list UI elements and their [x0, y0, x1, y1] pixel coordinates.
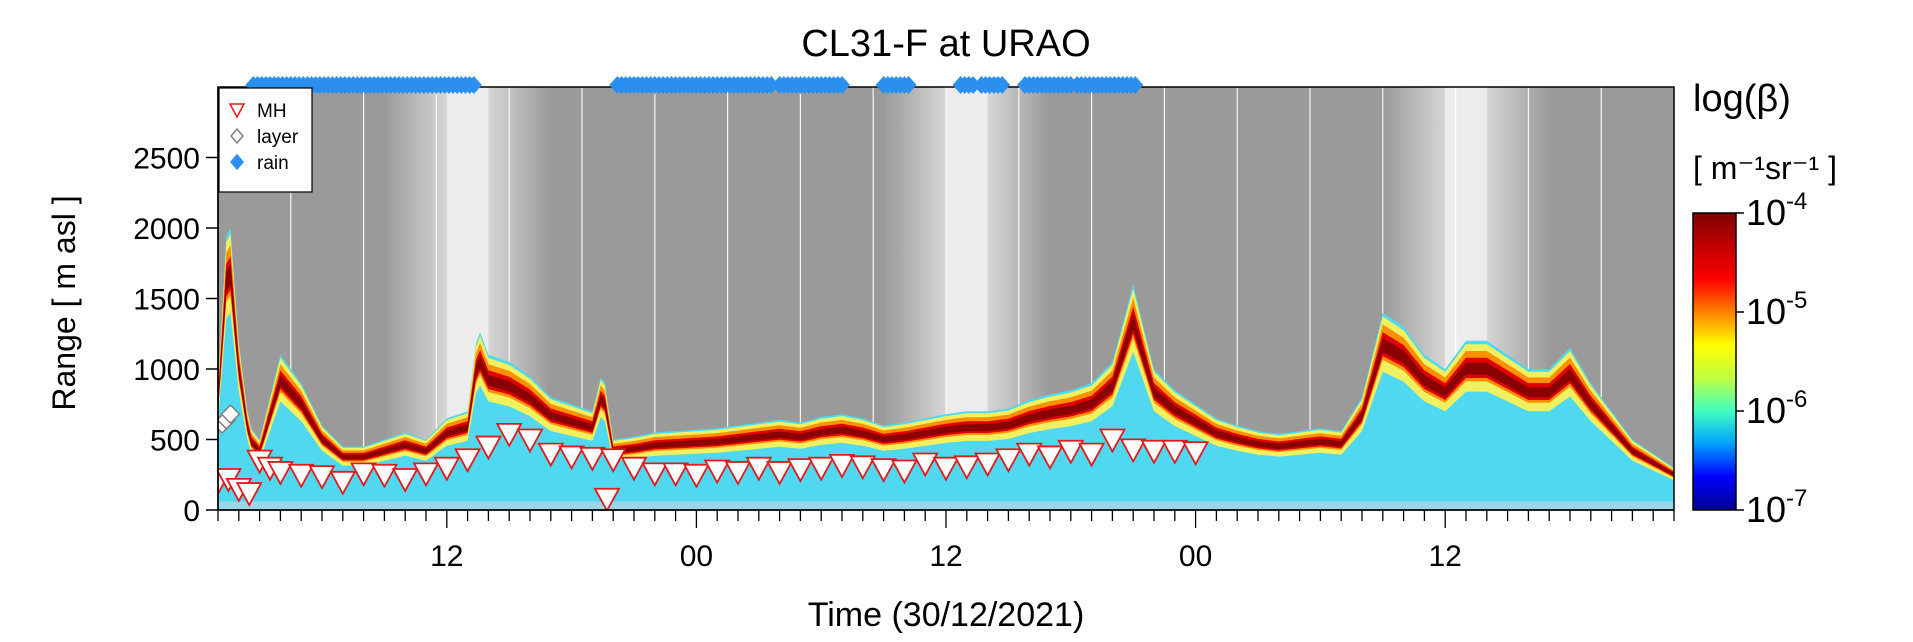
layer-markers: [218, 404, 241, 435]
mh-point: [412, 462, 440, 488]
colorbar-scale: [1692, 212, 1737, 511]
mh-point: [287, 463, 315, 489]
x-tick-label: 00: [1179, 540, 1212, 573]
mh-point: [433, 456, 461, 482]
mh-point: [974, 452, 1002, 478]
mh-point: [474, 435, 502, 461]
mh-point: [807, 456, 835, 482]
colorbar: log(β) [ m⁻¹sr⁻¹ ] 10-4 10-5 10-6 10-7: [1692, 78, 1837, 530]
mh-point: [849, 455, 877, 481]
mh-point: [1119, 438, 1147, 464]
mh-point: [391, 468, 419, 493]
mh-point: [1140, 439, 1168, 465]
mh-point: [558, 445, 586, 471]
mh-point: [682, 463, 710, 489]
mh-point: [495, 422, 523, 448]
mh-point: [1182, 441, 1210, 467]
rain-point: [1127, 76, 1144, 94]
mh-point: [1036, 445, 1064, 471]
mh-point: [724, 461, 752, 486]
rain-point: [994, 76, 1011, 94]
mh-point: [828, 453, 856, 479]
surface-layer: [218, 501, 1674, 510]
colorbar-title: log(β): [1693, 78, 1791, 120]
x-axis: 12 00 12 00 12: [217, 509, 1675, 573]
mixing-height-markers: [218, 422, 1210, 510]
mh-point: [953, 455, 981, 481]
mh-point: [620, 456, 648, 482]
x-tick-label: 12: [929, 540, 962, 573]
mh-point: [266, 461, 294, 486]
mh-point: [786, 458, 814, 483]
mh-point: [870, 458, 898, 483]
rain-point: [900, 76, 917, 94]
colorbar-tick-label: 10-5: [1746, 287, 1807, 332]
mh-point: [350, 462, 378, 488]
mh-point: [703, 459, 731, 485]
colorbar-tick-label: 10-4: [1746, 188, 1807, 233]
y-tick-label: 1500: [133, 284, 200, 317]
legend-marker-MH: [228, 103, 246, 119]
colorbar-unit: [ m⁻¹sr⁻¹ ]: [1693, 150, 1837, 186]
mh-point: [890, 459, 918, 485]
mh-point: [329, 470, 357, 496]
x-tick-label: 00: [680, 540, 713, 573]
chart-title: CL31-F at URAO: [801, 23, 1090, 65]
mh-point: [766, 461, 794, 486]
y-tick-label: 0: [183, 495, 200, 528]
colorbar-tick-label: 10-6: [1746, 386, 1807, 431]
mh-point: [911, 452, 939, 478]
plot-area: [218, 87, 1674, 510]
y-tick-label: 500: [150, 425, 200, 458]
mh-point: [537, 442, 565, 468]
rain-point: [965, 76, 982, 94]
mh-point: [308, 465, 336, 491]
y-tick-label: 1000: [133, 354, 200, 387]
mh-point: [662, 462, 690, 488]
x-tick-label: 12: [1429, 540, 1462, 573]
x-tick-label: 12: [430, 540, 463, 573]
mh-point: [745, 456, 773, 482]
rain-point: [465, 76, 482, 94]
mh-point: [994, 448, 1022, 474]
backscatter-field: [218, 228, 1674, 510]
legend-label-rain: rain: [257, 153, 289, 174]
mh-point: [516, 428, 544, 454]
legend-marker-rain: [230, 153, 244, 171]
mh-point: [599, 448, 627, 474]
x-axis-label: Time (30/12/2021): [808, 596, 1085, 634]
mh-point: [1078, 442, 1106, 468]
mh-point: [593, 487, 621, 510]
rain-point: [834, 76, 850, 94]
mh-point: [1015, 442, 1043, 468]
mh-point: [932, 456, 960, 482]
mh-point: [1057, 439, 1085, 465]
mh-point: [454, 448, 482, 474]
y-axis-label: Range [ m asl ]: [46, 195, 82, 410]
legend: MH layer rain: [218, 87, 313, 193]
legend-marker-layer: [230, 127, 244, 145]
mh-point: [370, 463, 398, 489]
y-tick-label: 2500: [133, 143, 200, 176]
backscatter-band-peak: [218, 264, 1674, 477]
colorbar-tick-label: 10-7: [1746, 485, 1807, 530]
mh-point: [1098, 428, 1126, 454]
layer-point: [220, 404, 241, 425]
y-tick-label: 2000: [133, 213, 200, 246]
y-axis: 0 500 1000 1500 2000 2500: [133, 87, 219, 528]
colorbar-ticks: 10-4 10-5 10-6 10-7: [1736, 188, 1807, 530]
legend-label-layer: layer: [257, 127, 299, 148]
mh-point: [641, 462, 669, 488]
rain-point: [763, 76, 780, 94]
legend-label-MH: MH: [257, 101, 287, 122]
mh-point: [235, 482, 263, 507]
mh-point: [578, 446, 606, 472]
mh-point: [1161, 439, 1189, 465]
